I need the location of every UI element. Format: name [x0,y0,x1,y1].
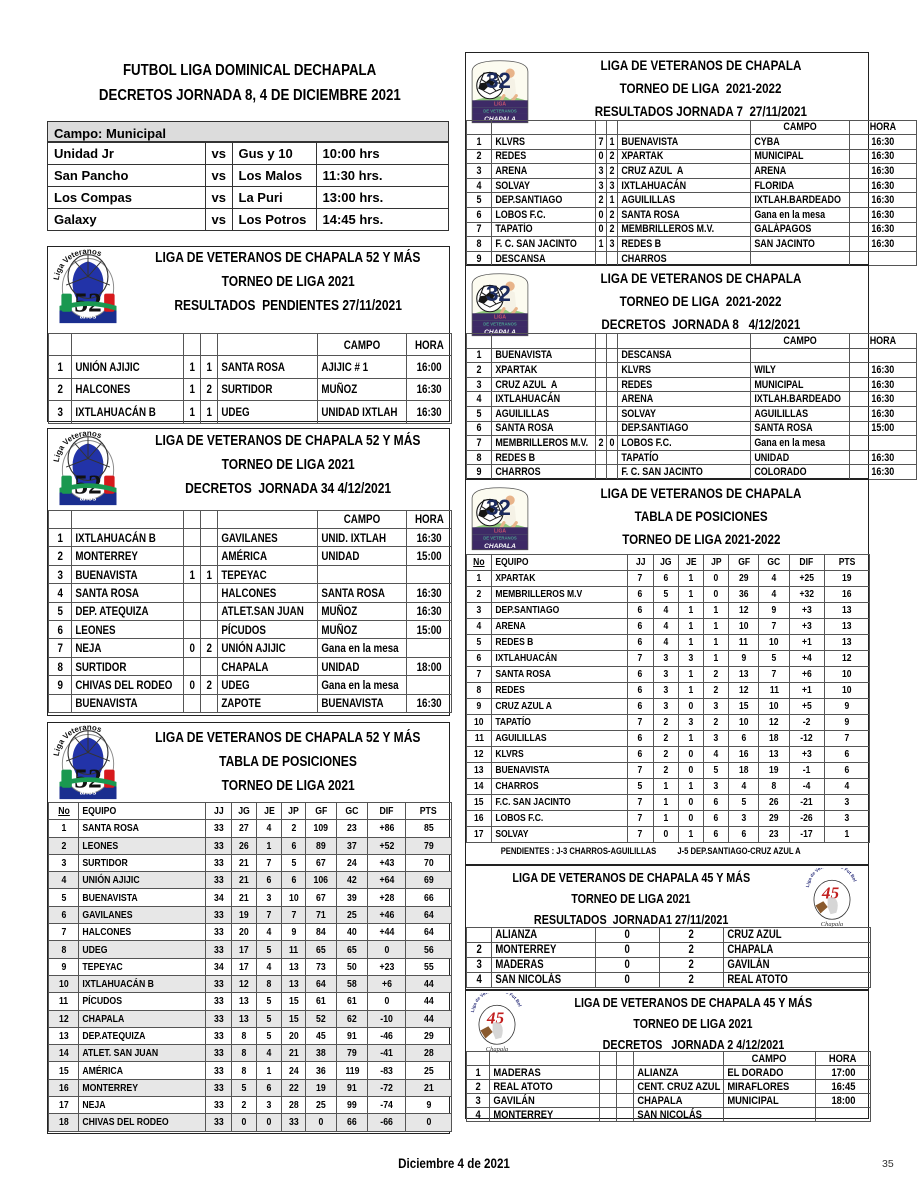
svg-text:DE VETERANOS: DE VETERANOS [483,321,517,326]
svg-text:LIGA: LIGA [494,315,506,321]
svg-text:32: 32 [486,67,511,92]
svg-text:CHAPALA: CHAPALA [484,543,516,550]
svg-text:32: 32 [486,281,511,306]
svg-text:años: años [80,312,97,320]
svg-text:años: años [80,494,97,502]
svg-text:32: 32 [486,494,511,519]
svg-text:años: años [80,788,97,796]
svg-text:DE VETERANOS: DE VETERANOS [483,108,517,113]
svg-text:LIGA: LIGA [494,101,506,107]
svg-text:DE VETERANOS: DE VETERANOS [483,535,517,540]
svg-text:LIGA: LIGA [494,528,506,534]
